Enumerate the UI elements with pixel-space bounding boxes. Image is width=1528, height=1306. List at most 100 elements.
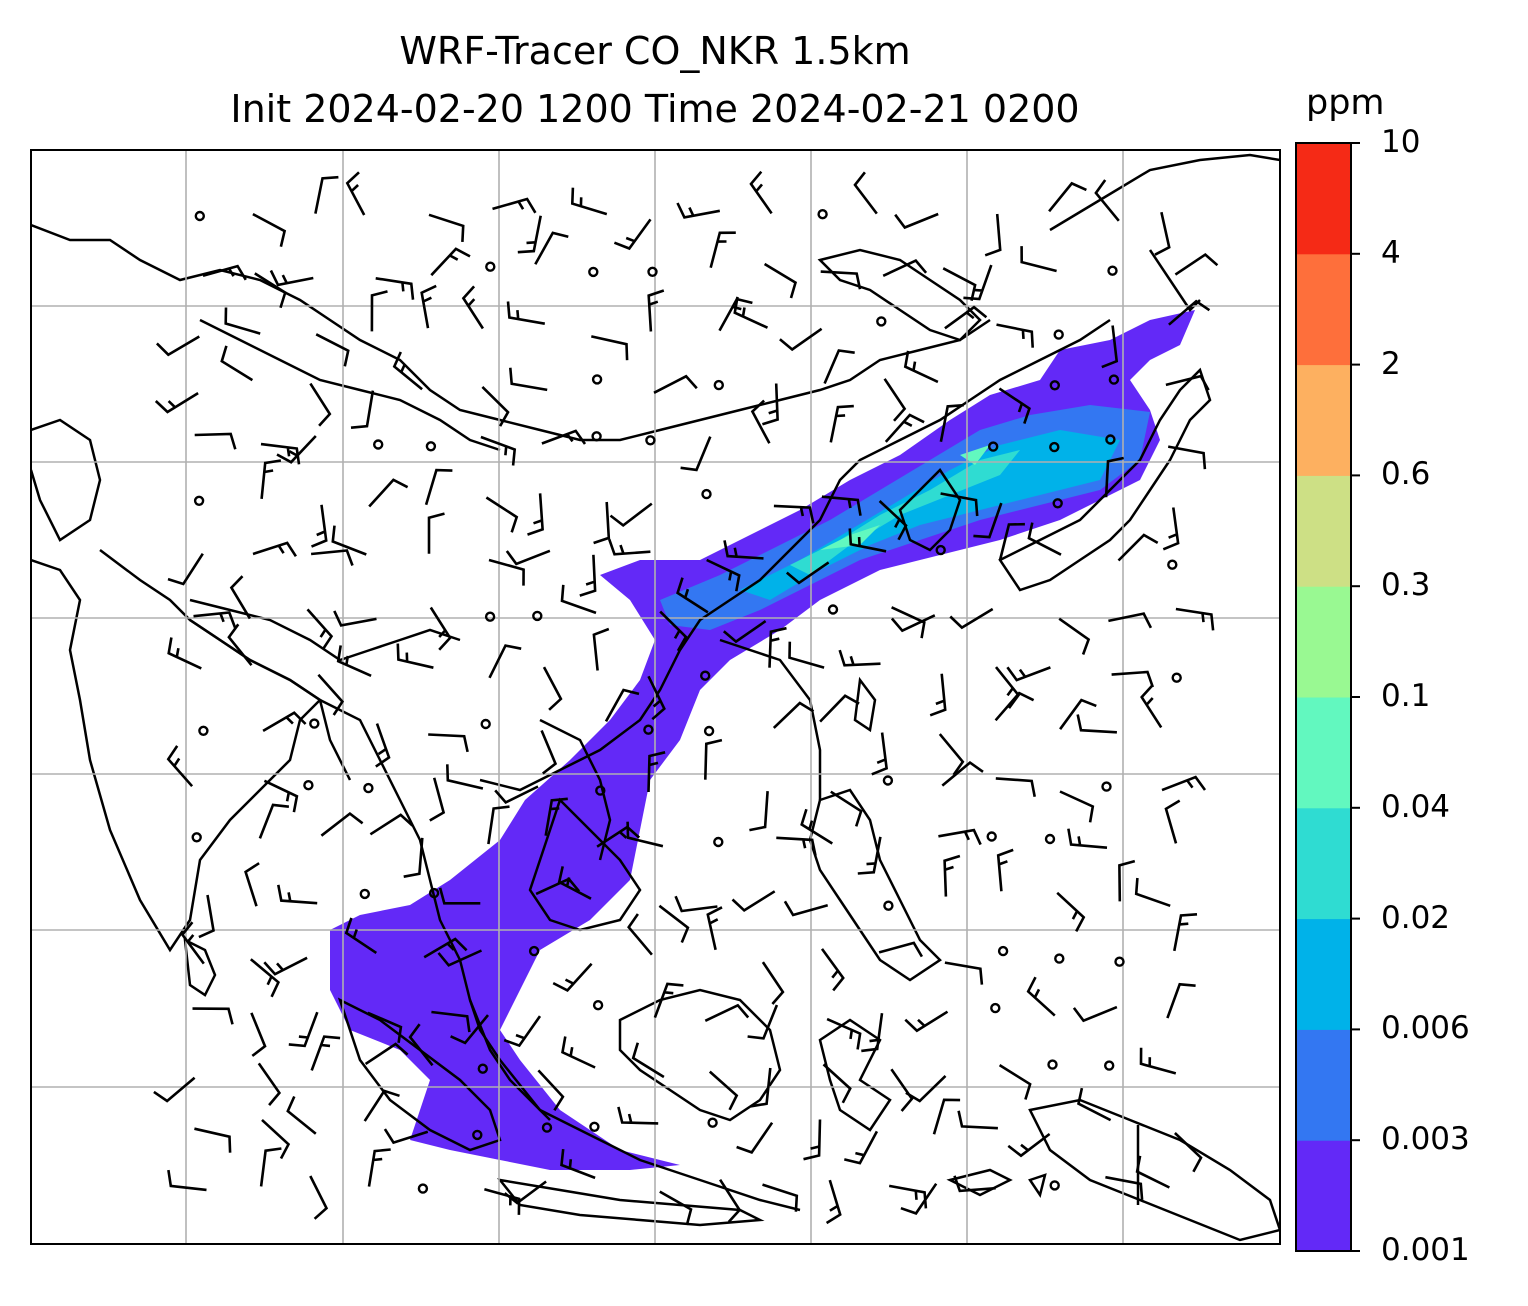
wind-barb (1154, 211, 1171, 256)
wind-barb (446, 764, 484, 790)
wind-barb (783, 900, 829, 917)
calm-marker (817, 208, 828, 220)
wind-barb (506, 301, 546, 325)
wind-barb (192, 1007, 234, 1025)
wind-barb (1076, 714, 1117, 734)
colorbar-segment (1296, 475, 1351, 587)
wind-barb (431, 1010, 471, 1033)
wind-barb (480, 435, 517, 466)
calm-marker (303, 780, 314, 791)
wind-barb (244, 862, 260, 907)
colorbar-tick-label: 0.001 (1381, 1232, 1470, 1268)
wind-barb (1111, 670, 1155, 688)
coast-mongolia (817, 248, 982, 342)
wind-barb (949, 607, 994, 630)
wind-barb (653, 374, 698, 394)
wind-barb (659, 610, 688, 652)
wind-barb (1175, 607, 1215, 631)
wind-barb (260, 459, 282, 500)
wind-barb (320, 811, 364, 837)
coast-philippines (808, 788, 942, 982)
coast-bay-bengal (189, 618, 352, 781)
wind-barb (848, 528, 887, 553)
coast-sulawesi (818, 1018, 892, 1132)
wind-barb (736, 1121, 774, 1154)
calm-marker (1114, 956, 1125, 967)
wind-barb (604, 688, 640, 723)
wind-barb (800, 808, 833, 845)
calm-marker (363, 782, 374, 794)
wind-barb (676, 202, 721, 219)
wind-barb (878, 941, 924, 958)
wind-barb (423, 937, 468, 959)
wind-barb (884, 413, 925, 443)
wind-barb (826, 1017, 862, 1050)
calm-marker (1054, 953, 1065, 964)
wind-barb (1174, 1132, 1203, 1173)
colorbar-segment (1296, 253, 1351, 366)
title-line-1: WRF-Tracer CO_NKR 1.5km (399, 29, 911, 73)
calm-marker (707, 1117, 718, 1128)
colorbar-segment (1296, 807, 1351, 920)
title-line-2: Init 2024-02-20 1200 Time 2024-02-21 020… (230, 87, 1080, 131)
wind-barb (722, 620, 767, 644)
wind-barb (731, 890, 776, 913)
calm-marker (1049, 441, 1060, 453)
wind-barb (1104, 456, 1124, 498)
wind-barb (998, 522, 1025, 560)
wind-barb (996, 323, 1034, 348)
calm-marker (480, 718, 491, 730)
wind-barb (428, 213, 465, 242)
wind-barb (450, 1014, 490, 1045)
wind-barb (853, 171, 878, 215)
wind-barb (263, 779, 299, 813)
calm-marker (1171, 672, 1182, 683)
wind-barb (488, 558, 525, 586)
calm-marker (477, 1063, 488, 1074)
wind-barb (333, 610, 377, 627)
wind-barb (1162, 507, 1180, 551)
wind-barb (420, 284, 437, 329)
wind-barb (408, 1023, 434, 1067)
wind-barb (344, 917, 378, 954)
wind-barb (994, 691, 1035, 722)
wind-barb (750, 399, 771, 444)
wind-barb (488, 644, 522, 679)
calm-marker (1052, 498, 1063, 509)
wind-barb (749, 791, 769, 832)
wind-barb (167, 1169, 207, 1192)
wind-barb (749, 170, 773, 215)
wind-barb (227, 623, 253, 667)
wind-barb (363, 1089, 400, 1122)
wind-barb (593, 501, 611, 545)
wind-barb (315, 333, 350, 367)
calm-marker (643, 724, 654, 735)
wind-barb (306, 608, 334, 651)
wind-barb (438, 887, 481, 905)
wind-barb (943, 854, 961, 897)
wind-barb (706, 558, 741, 592)
wind-barb (825, 1179, 842, 1225)
wind-barb (509, 367, 548, 392)
wind-barb (269, 269, 314, 287)
wind-barb (542, 666, 563, 711)
wind-barb (1059, 698, 1097, 730)
wind-barb (963, 264, 993, 301)
wind-barb (1059, 790, 1095, 823)
wind-barb (1139, 1047, 1177, 1075)
wind-barb (592, 627, 610, 671)
wind-barb (537, 1069, 565, 1111)
colorbar-segment (1296, 1029, 1351, 1141)
wind-barb (785, 561, 830, 585)
calm-marker (935, 544, 946, 556)
wind-barb (375, 277, 415, 300)
wind-barb (984, 213, 1002, 257)
wind-barb (505, 549, 551, 566)
wind-barb (570, 187, 608, 216)
wind-barb (878, 500, 908, 541)
wind-barb (1117, 533, 1159, 562)
wind-barb (761, 961, 785, 1005)
wind-barb (527, 493, 544, 536)
wind-barb (1134, 877, 1171, 908)
